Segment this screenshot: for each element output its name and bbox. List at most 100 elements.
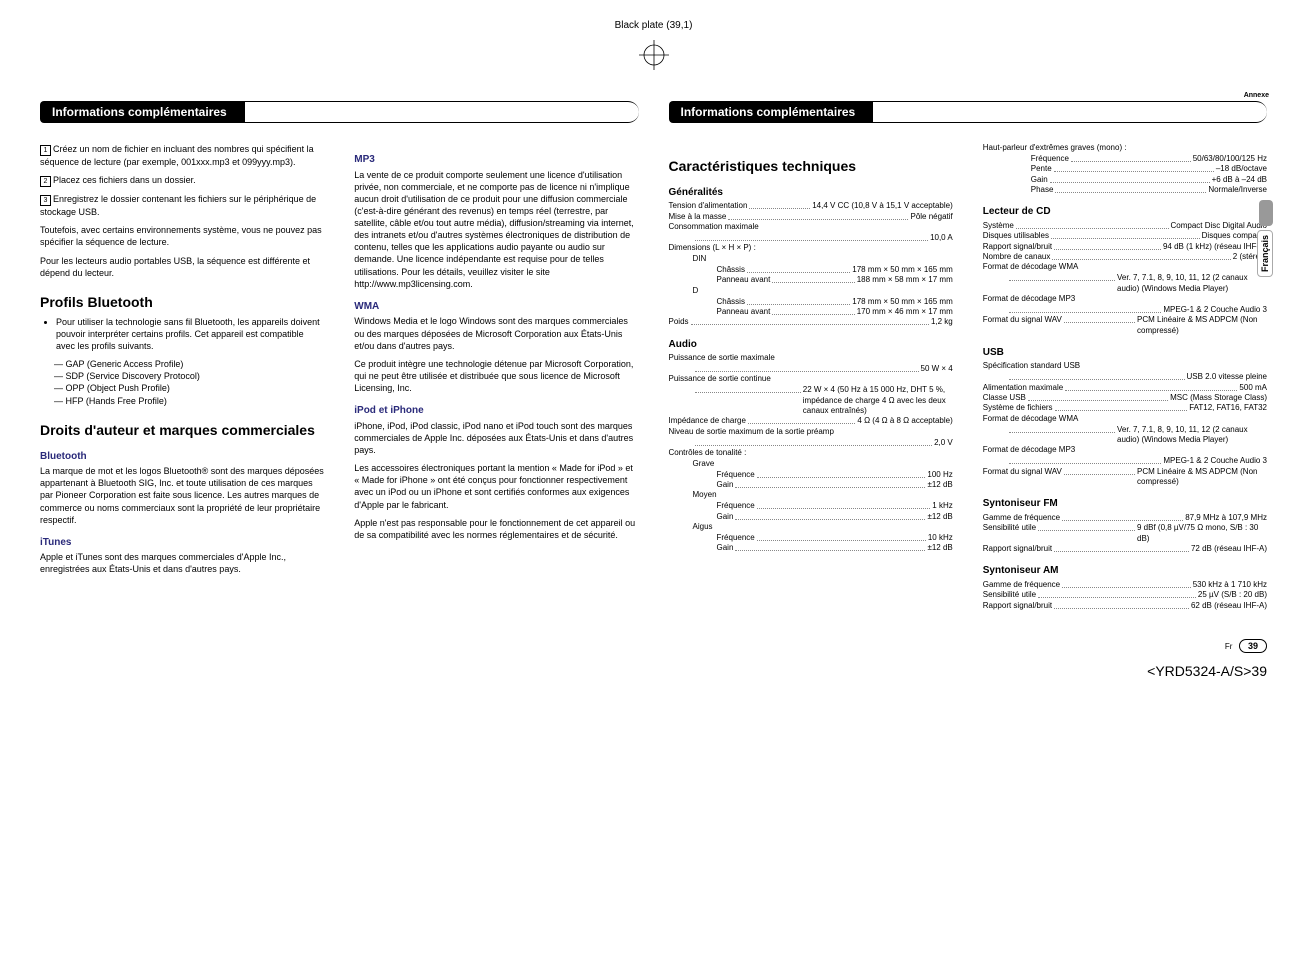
heading-itunes: iTunes [40, 536, 324, 550]
spec-masse: Mise à la massePôle négatif [669, 212, 953, 222]
spec-poids: Poids1,2 kg [669, 317, 953, 327]
bt-sdp: SDP (Service Discovery Protocol) [54, 370, 324, 382]
spec-moyen-label: Moyen [693, 490, 953, 501]
plate-label: Black plate (39,1) [40, 20, 1267, 31]
spec-cd-wma-label: Format de décodage WMA [983, 262, 1267, 273]
column-3: Caractéristiques techniques Généralités … [669, 143, 953, 611]
spec-usb-mp3: MPEG-1 & 2 Couche Audio 3 [1007, 456, 1267, 466]
ipod-text-2: Les accessoires électroniques portant la… [354, 462, 638, 511]
spec-impedance: Impédance de charge4 Ω (4 Ω à 8 Ω accept… [669, 416, 953, 426]
spec-usb-wma-label: Format de décodage WMA [983, 414, 1267, 425]
page-number: 39 [1239, 639, 1267, 653]
heading-usb: USB [983, 346, 1267, 360]
step-2: 2Placez ces fichiers dans un dossier. [40, 174, 324, 187]
heading-mp3: MP3 [354, 153, 638, 167]
spec-din-chassis: Châssis178 mm × 50 mm × 165 mm [717, 265, 953, 275]
spec-d-chassis: Châssis178 mm × 50 mm × 165 mm [717, 297, 953, 307]
spec-cd-systeme: SystèmeCompact Disc Digital Audio [983, 221, 1267, 231]
spec-grave-label: Grave [693, 459, 953, 470]
header-row: Informations complémentaires Information… [40, 101, 1267, 123]
spec-tension: Tension d'alimentation14,4 V CC (10,8 V … [669, 201, 953, 211]
spec-niveau: 2,0 V [693, 438, 953, 448]
spec-am-gamme: Gamme de fréquence530 kHz à 1 710 kHz [983, 580, 1267, 590]
spec-usb-alim: Alimentation maximale500 mA [983, 383, 1267, 393]
spec-am-sens: Sensibilité utile25 µV (S/B : 20 dB) [983, 590, 1267, 600]
spec-fm-rapport: Rapport signal/bruit72 dB (réseau IHF-A) [983, 544, 1267, 554]
spec-aigus-gain: Gain±12 dB [717, 543, 953, 553]
heading-fm: Syntoniseur FM [983, 497, 1267, 511]
spec-psm: 50 W × 4 [693, 364, 953, 374]
spec-hp-phase: PhaseNormale/Inverse [1031, 185, 1267, 195]
note-1: Toutefois, avec certains environnements … [40, 224, 324, 248]
spec-psm-label: Puissance de sortie maximale [669, 353, 953, 364]
ipod-text-1: iPhone, iPod, iPod classic, iPod nano et… [354, 420, 638, 456]
spec-fm-sens: Sensibilité utile9 dBf (0,8 µV/75 Ω mono… [983, 523, 1267, 544]
bt-hfp: HFP (Hands Free Profile) [54, 395, 324, 407]
spec-usb-fs: Système de fichiersFAT12, FAT16, FAT32 [983, 403, 1267, 413]
spec-usb-spec-label: Spécification standard USB [983, 361, 1267, 372]
annexe-label: Annexe [1244, 92, 1269, 99]
heading-wma: WMA [354, 300, 638, 314]
heading-profils-bluetooth: Profils Bluetooth [40, 293, 324, 312]
itunes-text: Apple et iTunes sont des marques commerc… [40, 551, 324, 575]
spec-d-panneau: Panneau avant170 mm × 46 mm × 17 mm [717, 307, 953, 317]
spec-din-panneau: Panneau avant188 mm × 58 mm × 17 mm [717, 275, 953, 285]
ipod-text-3: Apple n'est pas responsable pour le fonc… [354, 517, 638, 541]
spec-fm-gamme: Gamme de fréquence87,9 MHz à 107,9 MHz [983, 513, 1267, 523]
column-4: Haut-parleur d'extrêmes graves (mono) : … [983, 143, 1267, 611]
spec-usb-wma: Ver. 7, 7.1, 8, 9, 10, 11, 12 (2 canaux … [1007, 425, 1267, 446]
spec-am-rapport: Rapport signal/bruit62 dB (réseau IHF-A) [983, 601, 1267, 611]
spec-din-label: DIN [693, 254, 953, 265]
spec-psc: 22 W × 4 (50 Hz à 15 000 Hz, DHT 5 %, im… [693, 385, 953, 416]
spec-moyen-gain: Gain±12 dB [717, 512, 953, 522]
registration-mark [639, 40, 669, 70]
spec-usb-spec: USB 2.0 vitesse pleine [1007, 372, 1267, 382]
header-right-title: Informations complémentaires [669, 101, 874, 123]
spec-hp-pente: Pente–18 dB/octave [1031, 164, 1267, 174]
step-1: 1Créez un nom de fichier en incluant des… [40, 143, 324, 168]
spec-tonalite-label: Contrôles de tonalité : [669, 448, 953, 459]
wma-text-2: Ce produit intègre une technologie déten… [354, 358, 638, 394]
spec-cd-canaux: Nombre de canaux2 (stéréo) [983, 252, 1267, 262]
heading-caracteristiques: Caractéristiques techniques [669, 157, 953, 176]
spec-hp-label: Haut-parleur d'extrêmes graves (mono) : [983, 143, 1267, 154]
column-1: 1Créez un nom de fichier en incluant des… [40, 143, 324, 611]
spec-aigus-label: Aigus [693, 522, 953, 533]
spec-grave-freq: Fréquence100 Hz [717, 470, 953, 480]
bt-gap: GAP (Generic Access Profile) [54, 358, 324, 370]
main-columns: 1Créez un nom de fichier en incluant des… [40, 143, 1267, 611]
spec-usb-wav: Format du signal WAVPCM Linéaire & MS AD… [983, 467, 1267, 488]
column-2: MP3 La vente de ce produit comporte seul… [354, 143, 638, 611]
bt-opp: OPP (Object Push Profile) [54, 382, 324, 394]
wma-text-1: Windows Media et le logo Windows sont de… [354, 315, 638, 351]
spec-niveau-label: Niveau de sortie maximum de la sortie pr… [669, 427, 953, 438]
spec-hp-freq: Fréquence50/63/80/100/125 Hz [1031, 154, 1267, 164]
header-left-title: Informations complémentaires [40, 101, 245, 123]
spec-usb-classe: Classe USBMSC (Mass Storage Class) [983, 393, 1267, 403]
footer-lang: Fr [1225, 642, 1233, 651]
spec-conso: 10,0 A [693, 233, 953, 243]
spec-dim-label: Dimensions (L × H × P) : [669, 243, 953, 254]
spec-d-label: D [693, 286, 953, 297]
heading-bluetooth: Bluetooth [40, 450, 324, 464]
spec-psc-label: Puissance de sortie continue [669, 374, 953, 385]
note-2: Pour les lecteurs audio portables USB, l… [40, 255, 324, 279]
spec-cd-mp3: MPEG-1 & 2 Couche Audio 3 [1007, 305, 1267, 315]
header-right: Informations complémentaires [669, 101, 1268, 123]
spec-moyen-freq: Fréquence1 kHz [717, 501, 953, 511]
heading-droits: Droits d'auteur et marques commerciales [40, 421, 324, 440]
header-left: Informations complémentaires [40, 101, 639, 123]
spec-conso-label: Consommation maximale [669, 222, 953, 233]
language-tab: Français [1257, 230, 1273, 277]
doc-reference: <YRD5324-A/S>39 [40, 663, 1267, 679]
heading-audio: Audio [669, 338, 953, 352]
heading-ipod: iPod et iPhone [354, 404, 638, 418]
spec-cd-rapport: Rapport signal/bruit94 dB (1 kHz) (résea… [983, 242, 1267, 252]
lang-tab-grey [1259, 200, 1273, 226]
spec-hp-gain: Gain+6 dB à –24 dB [1031, 175, 1267, 185]
bt-intro: Pour utiliser la technologie sans fil Bl… [56, 316, 324, 352]
spec-cd-wma: Ver. 7, 7.1, 8, 9, 10, 11, 12 (2 canaux … [1007, 273, 1267, 294]
spec-usb-mp3-label: Format de décodage MP3 [983, 445, 1267, 456]
spec-grave-gain: Gain±12 dB [717, 480, 953, 490]
mp3-text: La vente de ce produit comporte seulemen… [354, 169, 638, 290]
